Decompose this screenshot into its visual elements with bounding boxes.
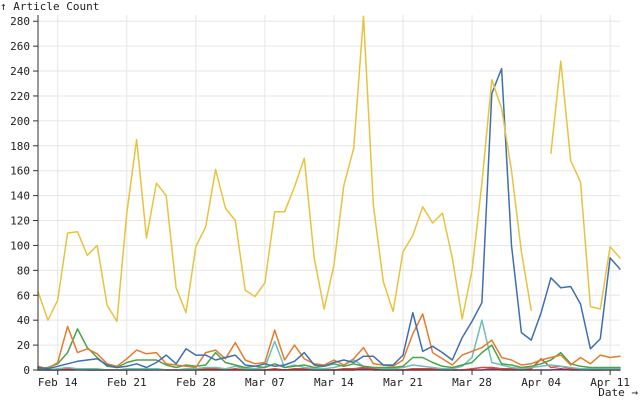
y-tick-label: 240 [10, 65, 30, 78]
y-axis-title: ↑ Article Count [0, 0, 99, 13]
axes: 0 20 40 60 80 100 120 140 160 180 200 220 240 260 280 F… [10, 15, 630, 389]
x-axis-title: Date → [598, 386, 638, 399]
y-tick-label: 160 [10, 165, 30, 178]
x-tick-label: Mar 14 [314, 376, 354, 389]
y-tick-label: 80 [17, 264, 30, 277]
y-tick-label: 40 [17, 314, 30, 327]
y-tick-label: 140 [10, 190, 30, 203]
x-tick-label: Mar 07 [245, 376, 285, 389]
y-tick-label: 200 [10, 115, 30, 128]
x-tick-label: Feb 28 [176, 376, 216, 389]
series-line [37, 319, 621, 371]
x-tick-label: Feb 21 [107, 376, 147, 389]
series-line [37, 67, 621, 370]
y-tick-label: 260 [10, 40, 30, 53]
series-line [37, 15, 621, 323]
gridlines [38, 15, 620, 371]
y-tick-label: 60 [17, 289, 30, 302]
x-tick-label: Mar 28 [452, 376, 492, 389]
y-tick-label: 280 [10, 15, 30, 28]
y-tick-label: 20 [17, 339, 30, 352]
x-tick-label: Apr 11 [590, 376, 630, 389]
y-tick-label: 220 [10, 90, 30, 103]
y-tick-label: 100 [10, 239, 30, 252]
y-tick-label: 180 [10, 140, 30, 153]
y-tick-label: 120 [10, 215, 30, 228]
series-line [37, 313, 621, 370]
series-lines [37, 15, 621, 371]
y-tick-label: 0 [23, 364, 30, 377]
x-tick-label: Feb 14 [38, 376, 78, 389]
x-tick-label: Mar 21 [383, 376, 423, 389]
x-tick-label: Apr 04 [521, 376, 561, 389]
